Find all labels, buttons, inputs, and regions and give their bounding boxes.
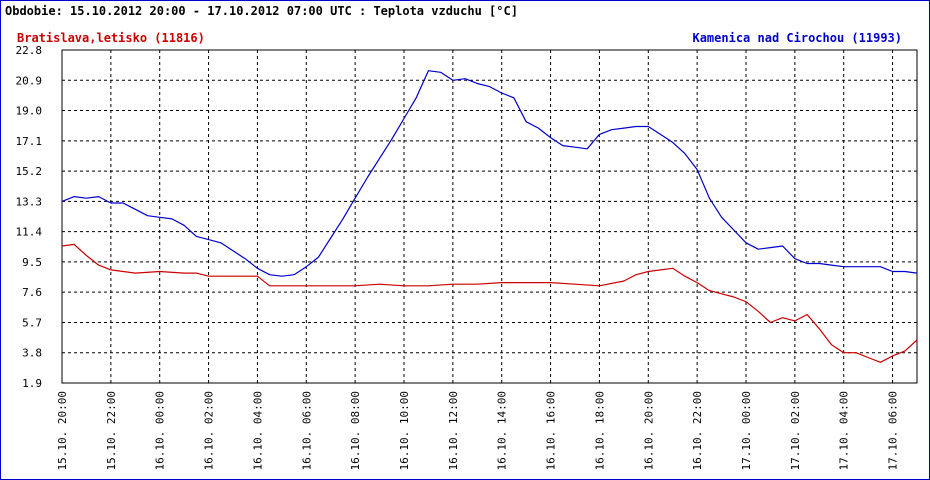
x-tick-label: 17.10. 02:00 bbox=[789, 391, 802, 470]
y-tick-label: 13.3 bbox=[16, 195, 43, 208]
x-tick-label: 17.10. 06:00 bbox=[887, 391, 900, 470]
x-tick-label: 16.10. 16:00 bbox=[545, 391, 558, 470]
y-tick-label: 3.8 bbox=[22, 347, 42, 360]
y-tick-label: 1.9 bbox=[22, 377, 42, 390]
x-tick-label: 16.10. 14:00 bbox=[496, 391, 509, 470]
y-tick-label: 22.8 bbox=[16, 44, 43, 57]
plot-area-border bbox=[61, 49, 918, 384]
series-line-bratislava bbox=[61, 243, 918, 363]
y-tick-label: 15.2 bbox=[16, 165, 43, 178]
x-tick-label: 16.10. 08:00 bbox=[349, 391, 362, 470]
x-tick-label: 17.10. 00:00 bbox=[740, 391, 753, 470]
y-axis-ticks: 22.8 20.9 19.0 17.1 15.2 13.3 11.4 9.5 7.6 5.7 3.8… bbox=[16, 44, 43, 390]
x-tick-label: 16.10. 10:00 bbox=[398, 391, 411, 470]
series-line-kamenica bbox=[61, 70, 918, 277]
y-tick-label: 17.1 bbox=[16, 135, 43, 148]
y-tick-label: 20.9 bbox=[16, 74, 43, 87]
x-axis-ticks: 15.10. 20:00 15.10. 22:00 16.10. 00:00 16.1… bbox=[56, 391, 900, 470]
x-tick-label: 15.10. 20:00 bbox=[56, 391, 69, 470]
y-tick-label: 19.0 bbox=[16, 105, 43, 118]
legend-entry-bratislava: Bratislava,letisko (11816) bbox=[17, 31, 205, 45]
y-tick-label: 7.6 bbox=[22, 286, 42, 299]
y-tick-label: 11.4 bbox=[16, 226, 43, 239]
x-tick-label: 16.10. 18:00 bbox=[593, 391, 606, 470]
x-tick-label: 16.10. 22:00 bbox=[691, 391, 704, 470]
series-lines bbox=[61, 70, 918, 363]
x-tick-label: 16.10. 12:00 bbox=[447, 391, 460, 470]
x-tick-label: 16.10. 02:00 bbox=[203, 391, 216, 470]
x-tick-label: 16.10. 04:00 bbox=[251, 391, 264, 470]
x-tick-label: 15.10. 22:00 bbox=[105, 391, 118, 470]
grid-lines bbox=[62, 50, 917, 383]
x-tick-label: 16.10. 20:00 bbox=[642, 391, 655, 470]
y-tick-label: 5.7 bbox=[22, 316, 42, 329]
x-tick-label: 16.10. 06:00 bbox=[300, 391, 313, 470]
x-tick-label: 17.10. 04:00 bbox=[838, 391, 851, 470]
legend-entry-kamenica: Kamenica nad Cirochou (11993) bbox=[692, 31, 902, 45]
chart-title: Obdobie: 15.10.2012 20:00 - 17.10.2012 0… bbox=[5, 4, 518, 18]
y-tick-label: 9.5 bbox=[22, 256, 42, 269]
x-tick-label: 16.10. 00:00 bbox=[154, 391, 167, 470]
